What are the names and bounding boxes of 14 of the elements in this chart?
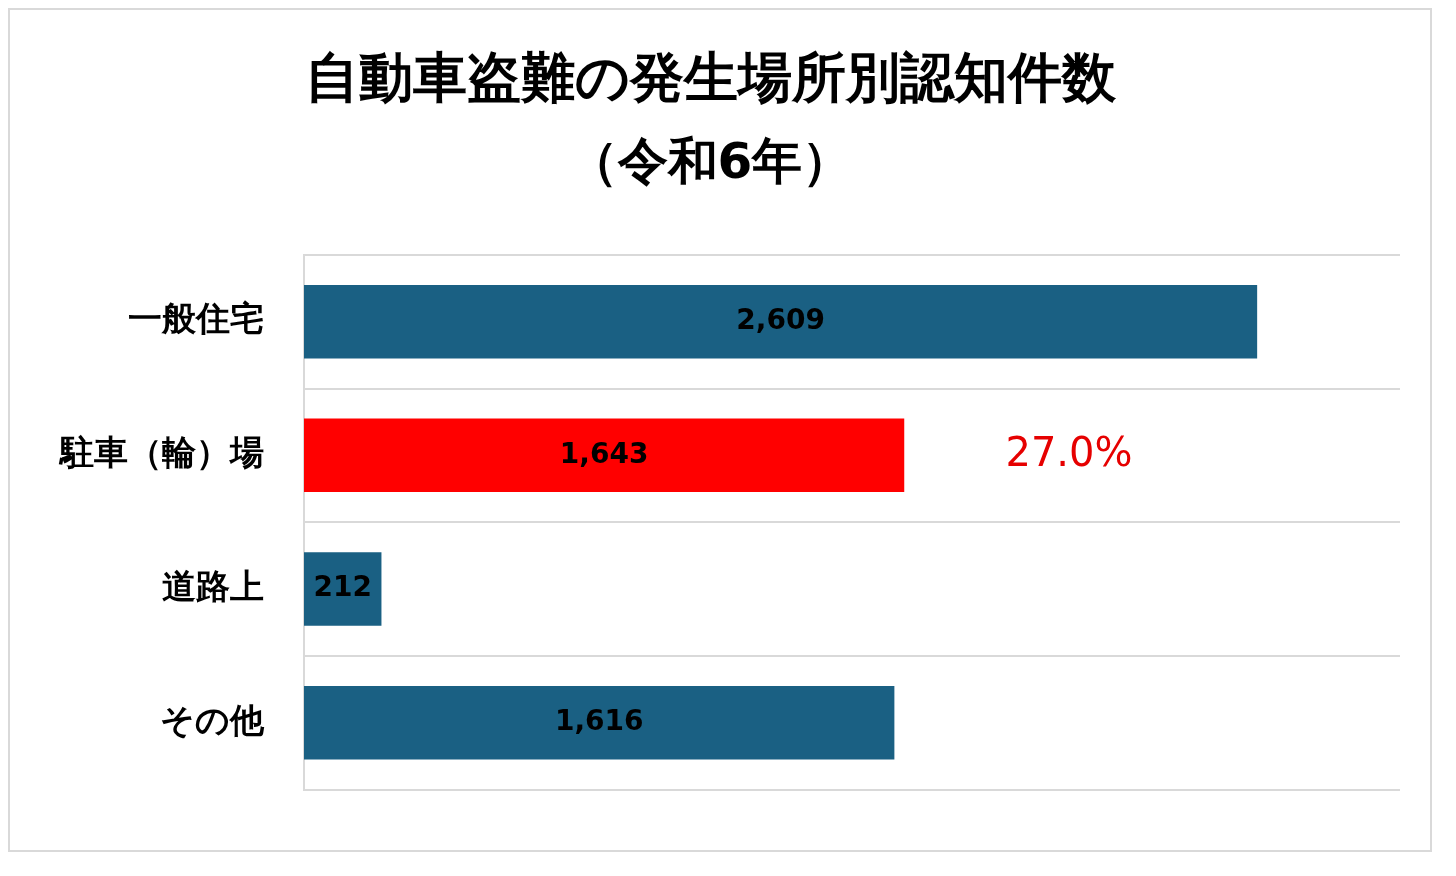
data-label: 1,643 — [559, 436, 649, 470]
annotation: 27.0% — [1005, 428, 1133, 475]
y-tick-label: 道路上 — [162, 565, 264, 606]
bar — [304, 685, 895, 760]
y-tick-label: 駐車（輪）場 — [58, 432, 264, 473]
y-tick-label: 一般住宅 — [128, 298, 264, 339]
bar — [304, 418, 905, 493]
chart-title: 自動車盗難の発生場所別認知件数 — [304, 46, 1117, 110]
chart-subtitle: （令和6年） — [567, 131, 853, 190]
bar — [304, 284, 1258, 359]
data-label: 1,616 — [554, 704, 644, 738]
data-label: 2,609 — [736, 302, 825, 336]
data-label: 212 — [313, 570, 372, 604]
y-tick-label: その他 — [160, 699, 265, 740]
